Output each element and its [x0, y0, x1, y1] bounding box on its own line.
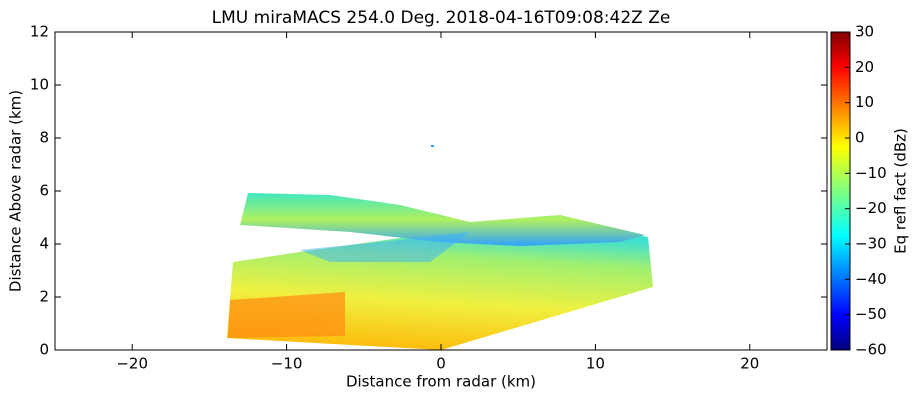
x-tick-label: −20 [116, 355, 148, 373]
x-tick-label: 10 [586, 355, 605, 373]
y-axis-label: Distance Above radar (km) [7, 90, 25, 292]
colorbar-tick-label: −20 [855, 199, 887, 217]
x-tick-label: −10 [271, 355, 303, 373]
chart-title: LMU miraMACS 254.0 Deg. 2018-04-16T09:08… [212, 8, 671, 28]
colorbar-tick-label: −30 [855, 235, 887, 253]
y-tick-label: 12 [30, 23, 49, 41]
colorbar-tick-label: −50 [855, 305, 887, 323]
y-tick-label: 4 [39, 235, 49, 253]
x-tick-label: 0 [436, 355, 446, 373]
colorbar-tick-label: −60 [855, 341, 887, 359]
colorbar-tick-label: 0 [855, 129, 865, 147]
colorbar [830, 31, 851, 351]
colorbar-tick-label: 20 [855, 58, 874, 76]
colorbar-tick-label: 30 [855, 23, 874, 41]
y-tick-label: 0 [39, 341, 49, 359]
colorbar-tick-label: −10 [855, 164, 887, 182]
x-tick-label: 20 [740, 355, 759, 373]
colorbar-tick-label: −40 [855, 270, 887, 288]
y-tick-label: 8 [39, 129, 49, 147]
x-axis-label: Distance from radar (km) [346, 373, 536, 391]
y-tick-label: 2 [39, 288, 49, 306]
radar-field [227, 145, 653, 350]
y-tick-label: 10 [30, 76, 49, 94]
y-tick-label: 6 [39, 182, 49, 200]
colorbar-label: Eq refl fact (dBz) [892, 128, 910, 254]
colorbar-tick-label: 10 [855, 93, 874, 111]
